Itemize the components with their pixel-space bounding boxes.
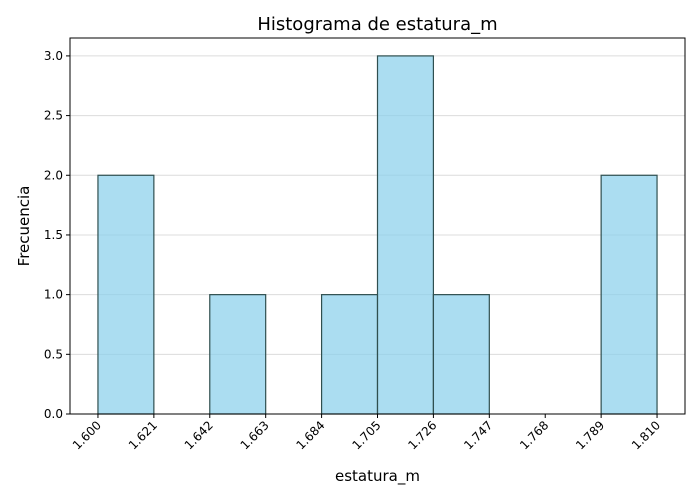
histogram-bar xyxy=(209,294,267,415)
histogram-bar xyxy=(600,174,658,415)
x-tick-label: 1.684 xyxy=(294,418,328,452)
x-tick-label: 1.789 xyxy=(573,418,607,452)
x-tick-label: 1.600 xyxy=(70,418,104,452)
y-tick-label: 2.0 xyxy=(44,168,63,182)
x-tick-label: 1.663 xyxy=(238,418,272,452)
x-axis-label: estatura_m xyxy=(335,467,420,486)
y-tick-label: 0.5 xyxy=(44,347,63,361)
chart-title: Histograma de estatura_m xyxy=(257,14,497,35)
histogram-bar xyxy=(97,174,155,415)
histogram-bar xyxy=(320,294,379,415)
y-tick-label: 0.0 xyxy=(44,407,63,421)
x-tick-label: 1.621 xyxy=(126,418,160,452)
x-tick-label: 1.642 xyxy=(182,418,216,452)
y-tick-label: 1.5 xyxy=(44,228,63,242)
x-tick-label: 1.726 xyxy=(405,418,439,452)
bars-layer xyxy=(97,55,658,415)
x-tick-label: 1.747 xyxy=(461,418,495,452)
y-tick-label: 3.0 xyxy=(44,49,63,63)
x-tick-label: 1.810 xyxy=(629,418,663,452)
x-tick-label: 1.768 xyxy=(517,418,551,452)
y-axis-label: Frecuencia xyxy=(15,186,33,267)
y-axis-ticks: 0.0 0.5 1.0 1.5 2.0 2.5 3.0 xyxy=(44,49,70,421)
x-axis-ticks: 1.600 1.621 1.642 1.663 1.684 1.705 1.726 1.747… xyxy=(70,414,663,452)
y-tick-label: 1.0 xyxy=(44,288,63,302)
histogram-bar xyxy=(432,294,490,415)
x-tick-label: 1.705 xyxy=(349,418,383,452)
y-tick-label: 2.5 xyxy=(44,109,63,123)
histogram-bar xyxy=(376,55,435,415)
